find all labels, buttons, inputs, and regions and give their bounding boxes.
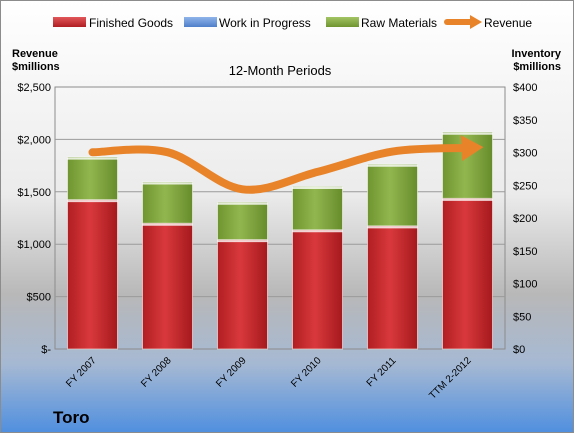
bar-raw-materials (67, 156, 118, 201)
grid (54, 86, 506, 350)
left-axis-title-line2: $millions (12, 61, 60, 73)
bar-finished-goods (292, 229, 343, 350)
right-tick-label: $150 (513, 246, 537, 258)
left-tick-label: $1,500 (17, 187, 51, 199)
right-tick-label: $400 (513, 82, 537, 94)
bar-finished-goods (217, 239, 268, 350)
bar-finished-goods (142, 222, 193, 350)
right-axis-title-line1: Inventory (511, 48, 561, 60)
bar-finished-goods (442, 197, 493, 350)
chart-subtitle: 12-Month Periods (229, 63, 332, 78)
left-tick-label: $2,500 (17, 82, 51, 94)
legend-label-finished-goods: Finished Goods (89, 16, 173, 30)
bar-raw-materials (142, 181, 193, 224)
left-axis-title-line1: Revenue (12, 48, 58, 60)
right-axis-ticks: $0 $50 $100 $150 $200 $250 $300 $350 $400 (513, 82, 537, 356)
legend-swatch-revenue-arrowhead (470, 15, 482, 29)
right-axis-title-line2: $millions (513, 61, 561, 73)
revenue-line (88, 143, 472, 194)
right-tick-label: $200 (513, 213, 537, 225)
left-tick-label: $1,000 (17, 239, 51, 251)
right-tick-label: $50 (513, 311, 531, 323)
company-name: Toro (53, 408, 90, 427)
legend-swatch-work-in-progress (184, 17, 217, 27)
left-axis-ticks: $- $500 $1,000 $1,500 $2,000 $2,500 (17, 82, 51, 356)
bar-raw-materials (367, 163, 418, 227)
right-tick-label: $350 (513, 115, 537, 127)
revenue-arrowhead (460, 135, 484, 162)
plot-area-border (54, 86, 506, 350)
bar-raw-materials (217, 201, 268, 241)
right-tick-label: $0 (513, 344, 525, 356)
legend-swatch-finished-goods (53, 17, 86, 27)
legend-label-revenue: Revenue (484, 16, 532, 30)
left-tick-label: $- (41, 344, 51, 356)
right-tick-label: $100 (513, 279, 537, 291)
right-tick-label: $250 (513, 180, 537, 192)
legend-label-work-in-progress: Work in Progress (219, 16, 311, 30)
bar-raw-materials (292, 186, 343, 231)
legend: Finished Goods Work in Progress Raw Mate… (53, 15, 532, 30)
right-tick-label: $300 (513, 148, 537, 160)
left-tick-label: $500 (27, 292, 51, 304)
bars (67, 131, 493, 350)
bar-finished-goods (367, 225, 418, 350)
bar-finished-goods (67, 199, 118, 350)
left-tick-label: $2,000 (17, 134, 51, 146)
revenue-line-layer (88, 135, 484, 194)
legend-swatch-raw-materials (326, 17, 359, 27)
legend-label-raw-materials: Raw Materials (361, 16, 437, 30)
